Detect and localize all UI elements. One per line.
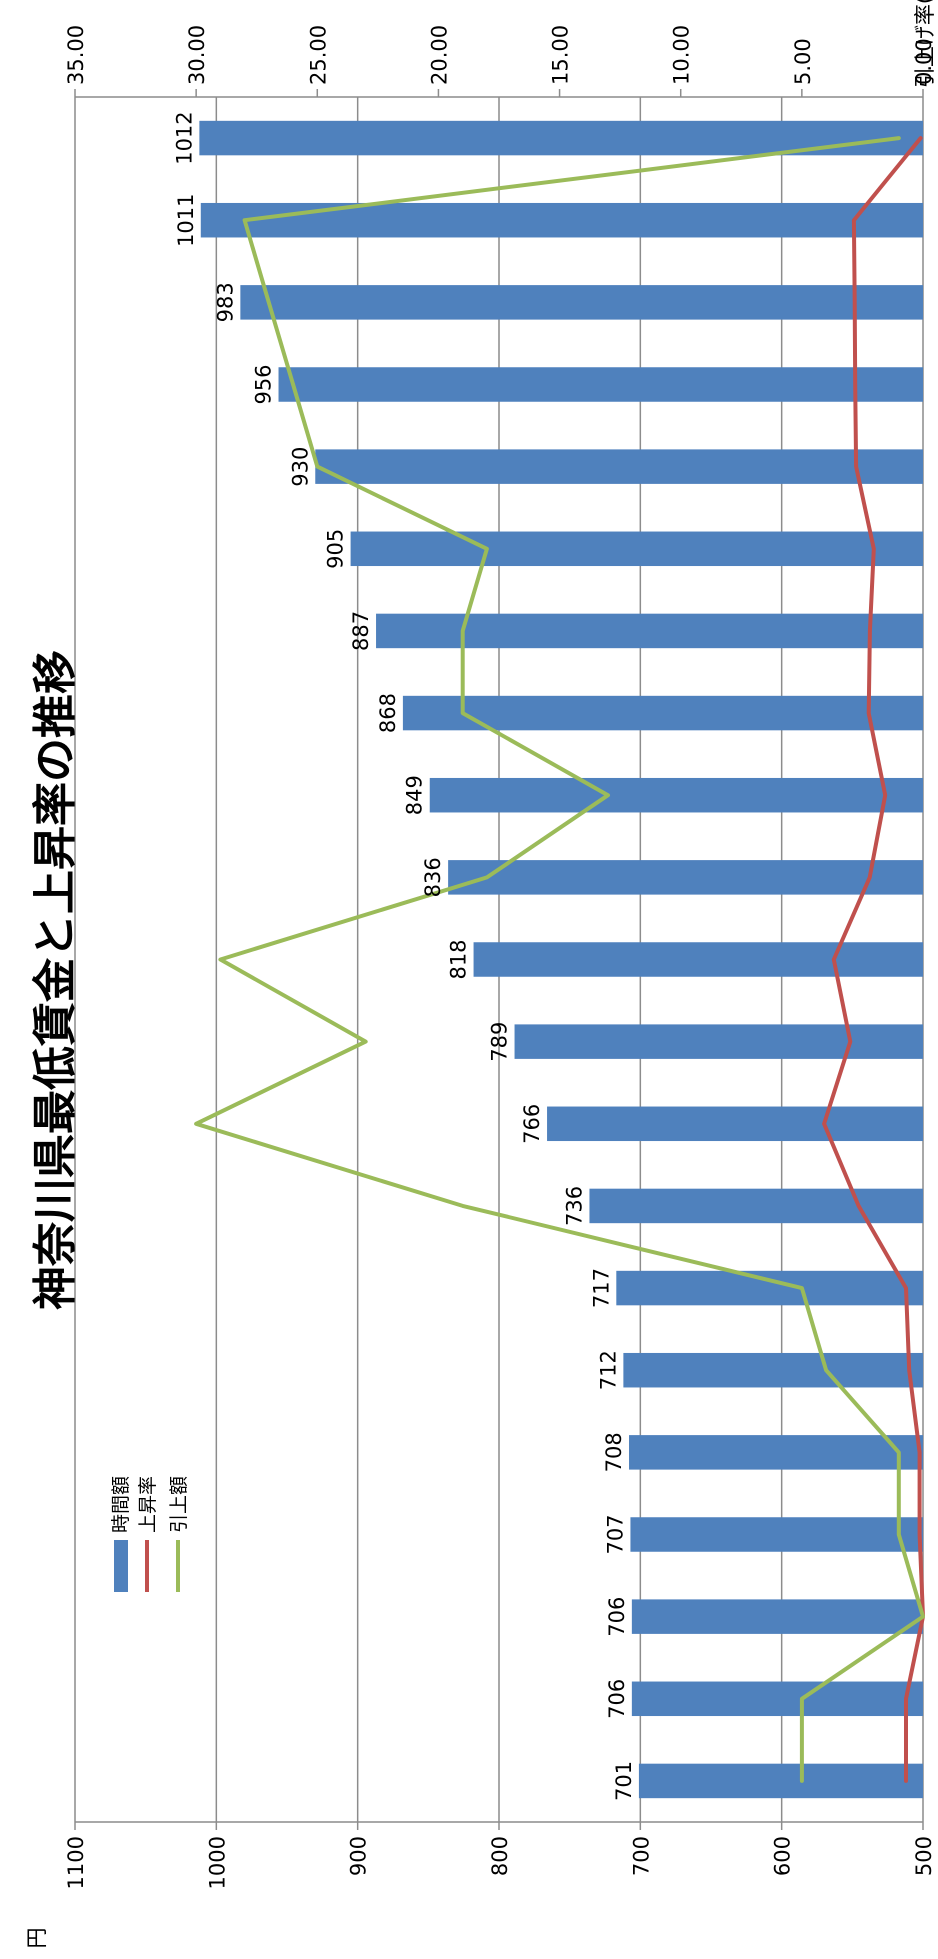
bar (350, 531, 924, 567)
bar-value-label: 849 (403, 775, 427, 815)
bar (429, 777, 923, 813)
series-line-rate (822, 136, 925, 1783)
chart-title: 神奈川県最低賃金と上昇率の推移 (30, 650, 81, 1310)
right-axis-unit: 引上げ率(%) (913, 0, 937, 88)
bar-value-label: 983 (213, 282, 237, 322)
left-axis-unit: 円 (25, 1928, 49, 1949)
bar (630, 1517, 923, 1552)
bar (473, 942, 923, 977)
bar (402, 695, 924, 731)
left-axis-tick-label: 1100 (64, 1836, 88, 1889)
bar (629, 1435, 923, 1470)
bar-value-label: 956 (252, 364, 276, 404)
series-line-amount (194, 136, 925, 1783)
bar-value-label: 818 (447, 939, 471, 979)
bar-value-label: 766 (520, 1104, 544, 1144)
line-layer (194, 136, 925, 1783)
bar (278, 367, 923, 402)
bar-value-label: 717 (589, 1268, 613, 1308)
left-axis-tick-label: 500 (912, 1836, 936, 1876)
bar-value-label: 887 (349, 611, 373, 651)
bar-value-label: 1011 (174, 193, 198, 246)
right-axis-tick-label: 0.00 (912, 38, 936, 85)
bar-value-label: 706 (605, 1679, 629, 1719)
bar-value-label: 1012 (172, 111, 196, 164)
bar-value-label: 707 (603, 1514, 627, 1554)
bar-value-label: 905 (324, 529, 348, 569)
bar-value-label: 930 (288, 447, 312, 487)
bar-layer (199, 120, 924, 1799)
bar (638, 1763, 923, 1799)
bar-value-label: 789 (488, 1022, 512, 1062)
right-axis-tick-label: 5.00 (791, 38, 815, 85)
left-axis-tick-label: 900 (347, 1836, 371, 1876)
bar (315, 449, 923, 484)
left-axis-tick-label: 700 (629, 1836, 653, 1876)
bar (589, 1188, 923, 1224)
bar-value-label: 708 (602, 1432, 626, 1472)
right-axis-tick-label: 10.00 (670, 25, 694, 85)
bar-value-label: 712 (596, 1350, 620, 1390)
bar (631, 1599, 923, 1634)
legend-label-rate: 上昇率 (137, 1476, 159, 1533)
bar (631, 1681, 923, 1717)
bar (623, 1352, 923, 1388)
axis-layer (74, 89, 924, 1830)
right-axis-tick-label: 20.00 (427, 25, 451, 85)
bar (514, 1024, 923, 1059)
right-axis-tick-label: 30.00 (185, 25, 209, 85)
bar-value-label: 706 (605, 1597, 629, 1637)
right-axis-tick-label: 35.00 (64, 25, 88, 85)
bar (240, 285, 924, 320)
legend: 時間額 上昇率 引上額 (110, 1476, 190, 1592)
bar (547, 1106, 923, 1142)
bar-value-label: 836 (421, 857, 445, 897)
bar (448, 860, 923, 895)
label-layer: 500 600 700 800 900 1000 1100 0.00 5.00 10.00 15.0… (64, 25, 936, 1890)
left-axis-tick-label: 1000 (205, 1836, 229, 1889)
legend-label-amount: 引上額 (168, 1476, 190, 1533)
bar-value-label: 868 (376, 693, 400, 733)
bar-value-label: 701 (612, 1761, 636, 1801)
bar (200, 202, 923, 238)
left-axis-tick-label: 800 (488, 1836, 512, 1876)
right-axis-tick-label: 25.00 (306, 25, 330, 85)
bar-value-label: 736 (562, 1186, 586, 1226)
bar (616, 1270, 923, 1306)
left-axis-tick-label: 600 (771, 1836, 795, 1876)
legend-label-bar: 時間額 (110, 1476, 132, 1533)
right-axis-tick-label: 15.00 (549, 25, 573, 85)
bar (376, 613, 923, 649)
legend-swatch-bar (114, 1540, 128, 1592)
